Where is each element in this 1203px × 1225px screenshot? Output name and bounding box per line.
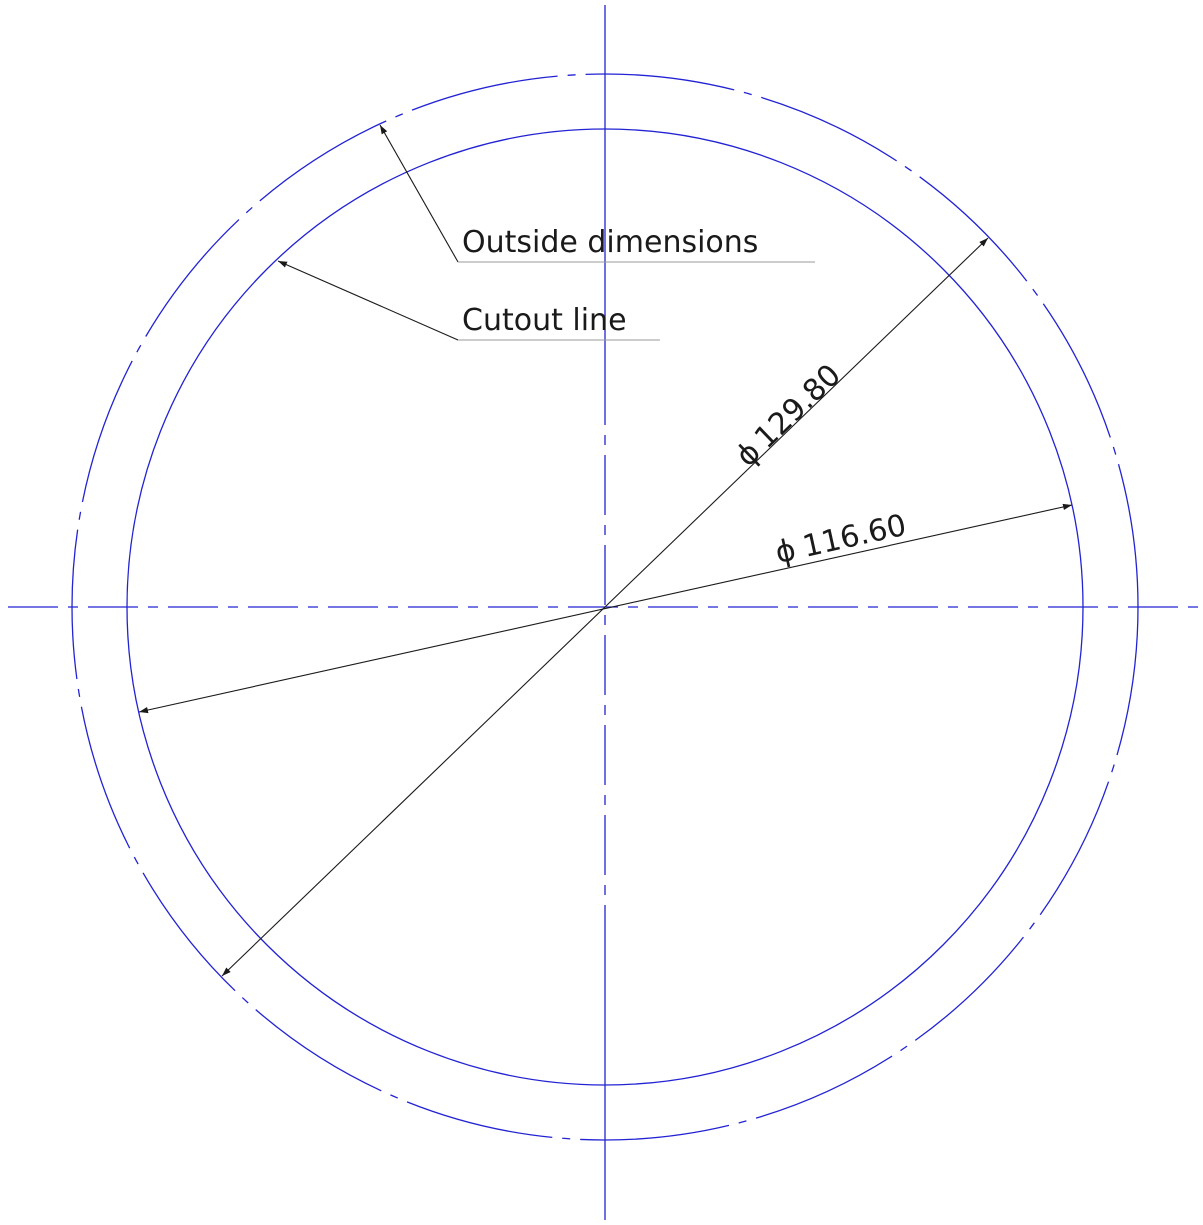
outer-diameter-value: 129.80: [748, 358, 848, 456]
outside-dimensions-leader: [379, 124, 459, 263]
cutout-line-label: Cutout line: [462, 303, 627, 338]
inner-diameter-symbol: ϕ: [772, 532, 799, 570]
outside-dimensions-label: Outside dimensions: [462, 225, 758, 260]
outer-circle: [71, 73, 1139, 1141]
inner-circle: [126, 128, 1084, 1086]
inner-diameter-label: ϕ 116.60: [772, 508, 909, 571]
outer-diameter-label: ϕ 129.80: [729, 358, 848, 474]
cutout-line-leader: [277, 260, 459, 341]
inner-diameter-value: 116.60: [799, 508, 909, 565]
inner-diameter-dimension-line: [138, 503, 1073, 714]
